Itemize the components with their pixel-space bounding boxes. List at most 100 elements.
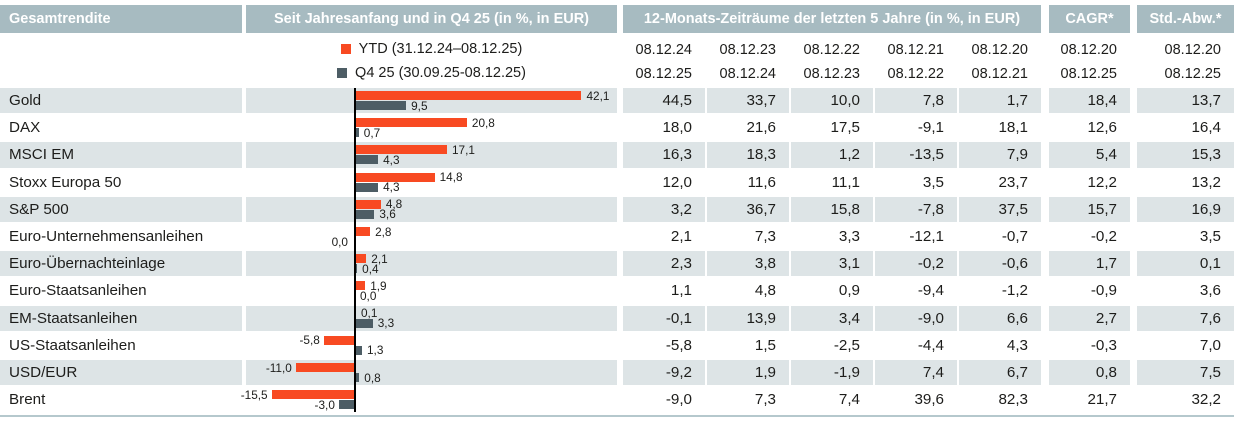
q4-bar-label: 4,3 <box>383 180 400 195</box>
return-cell: 7,4 <box>875 360 957 386</box>
ytd-bar <box>355 281 366 291</box>
q4-bar <box>355 345 362 355</box>
chart-legend: YTD (31.12.24–08.12.25) Q4 25 (30.09.25-… <box>246 37 617 85</box>
ytd-bar <box>355 91 582 100</box>
return-cell: -4,4 <box>875 332 957 358</box>
return-cell: -1,9 <box>791 360 873 386</box>
ytd-bar-label: 2,1 <box>371 251 388 266</box>
return-cell: 23,7 <box>959 169 1041 195</box>
row-label: Gold <box>0 88 242 114</box>
row-chart-area: 4,8 3,6 <box>246 196 617 222</box>
legend-label-ytd: YTD (31.12.24–08.12.25) <box>358 41 523 57</box>
return-cell: 1,5 <box>707 332 789 358</box>
return-cell: 1,1 <box>623 278 705 304</box>
row-label: USD/EUR <box>0 360 242 386</box>
return-cell: 7,3 <box>707 387 789 413</box>
period-to: 08.12.22 <box>887 66 944 82</box>
stdabw-cell: 0,1 <box>1137 251 1234 277</box>
return-cell: 13,9 <box>707 305 789 331</box>
cagr-cell: 0,8 <box>1049 360 1130 386</box>
row-chart-area: 2,1 0,4 <box>246 251 617 277</box>
cagr-cell: 12,2 <box>1049 169 1130 195</box>
ytd-bar <box>355 227 371 236</box>
row-label: Euro-Unternehmensanleihen <box>0 224 242 250</box>
return-cell: 4,3 <box>959 332 1041 358</box>
stdabw-cell: 16,9 <box>1137 196 1234 222</box>
header-ytd-q4: Seit Jahresanfang und in Q4 25 (in %, in… <box>246 5 617 33</box>
return-cell: 6,7 <box>959 360 1041 386</box>
ytd-bar <box>323 335 355 345</box>
return-cell: -9,4 <box>875 278 957 304</box>
return-cell: 1,7 <box>959 88 1041 114</box>
return-cell: 3,3 <box>791 224 873 250</box>
ytd-swatch-icon <box>340 44 351 54</box>
return-cell: 15,8 <box>791 196 873 222</box>
row-chart-area: -15,5 -3,0 <box>241 387 617 413</box>
legend-item-ytd: YTD (31.12.24–08.12.25) <box>246 37 617 61</box>
row-label: EM-Staatsanleihen <box>0 305 242 331</box>
return-cell: -1,2 <box>959 278 1041 304</box>
period-to: 08.12.21 <box>971 66 1028 82</box>
return-cell: 18,1 <box>959 115 1041 141</box>
row-label: Euro-Übernachteinlage <box>0 251 242 277</box>
return-cell: 18,3 <box>707 142 789 168</box>
ytd-bar-label: 4,8 <box>385 197 403 212</box>
cagr-cell: -0,9 <box>1049 278 1130 304</box>
row-label: DAX <box>0 115 242 141</box>
q4-bar-label: 9,5 <box>411 98 428 113</box>
q4-bar-label: 0,7 <box>363 125 381 140</box>
return-cell: -9,1 <box>875 115 957 141</box>
return-cell: 7,4 <box>791 387 873 413</box>
row-chart-area: 1,9 0,0 <box>246 278 617 304</box>
return-cell: 7,3 <box>707 224 789 250</box>
cagr-cell: 1,7 <box>1049 251 1130 277</box>
return-cell: 3,2 <box>623 196 705 222</box>
ytd-bar-label: 14,8 <box>439 170 463 185</box>
cagr-cell: 18,4 <box>1049 88 1130 114</box>
return-cell: 3,4 <box>791 305 873 331</box>
return-cell: -13,5 <box>875 142 957 168</box>
q4-bar-label: 3,6 <box>379 207 396 222</box>
q4-bar <box>355 209 375 219</box>
period-from: 08.12.23 <box>719 42 776 58</box>
return-cell: 4,8 <box>707 278 789 304</box>
row-chart-area: 14,8 4,3 <box>246 169 617 195</box>
cagr-cell: 21,7 <box>1049 387 1130 413</box>
period-from: 08.12.21 <box>887 42 944 58</box>
period-to: 08.12.25 <box>1164 66 1221 82</box>
return-cell: 1,9 <box>707 360 789 386</box>
row-label: US-Staatsanleihen <box>0 332 242 358</box>
q4-bar <box>355 264 358 274</box>
q4-bar-label: 0,8 <box>364 370 381 385</box>
row-chart-area: 42,1 9,5 <box>246 88 617 114</box>
return-cell: -0,1 <box>623 305 705 331</box>
q4-bar-label: 1,3 <box>366 343 384 358</box>
return-cell: 6,6 <box>959 305 1041 331</box>
stdabw-cell: 7,5 <box>1137 360 1234 386</box>
return-cell: 3,5 <box>875 169 957 195</box>
ytd-bar-label: -15,5 <box>240 387 268 402</box>
stdabw-cell: 7,6 <box>1137 305 1234 331</box>
row-label: Stoxx Europa 50 <box>0 169 242 195</box>
ytd-bar <box>355 118 467 128</box>
q4-bar <box>355 101 407 110</box>
return-cell: 36,7 <box>707 196 789 222</box>
ytd-bar-label: 17,1 <box>451 142 475 157</box>
ytd-bar-label: 0,1 <box>361 306 378 321</box>
return-cell: 44,5 <box>623 88 705 114</box>
zero-axis-line <box>354 88 356 413</box>
ytd-bar <box>295 363 355 372</box>
stdabw-cell: 32,2 <box>1137 387 1234 413</box>
return-cell: -12,1 <box>875 224 957 250</box>
return-cell: 3,8 <box>707 251 789 277</box>
row-chart-area: -5,8 1,3 <box>246 332 617 358</box>
q4-bar-label: 0,0 <box>360 288 377 303</box>
q4-bar-label: 0,0 <box>331 234 348 249</box>
stdabw-cell: 3,5 <box>1137 224 1234 250</box>
return-cell: 37,5 <box>959 196 1041 222</box>
cagr-cell: -0,3 <box>1049 332 1130 358</box>
return-cell: -9,2 <box>623 360 705 386</box>
cagr-cell: 5,4 <box>1049 142 1130 168</box>
return-cell: 33,7 <box>707 88 789 114</box>
ytd-bar <box>355 172 435 182</box>
